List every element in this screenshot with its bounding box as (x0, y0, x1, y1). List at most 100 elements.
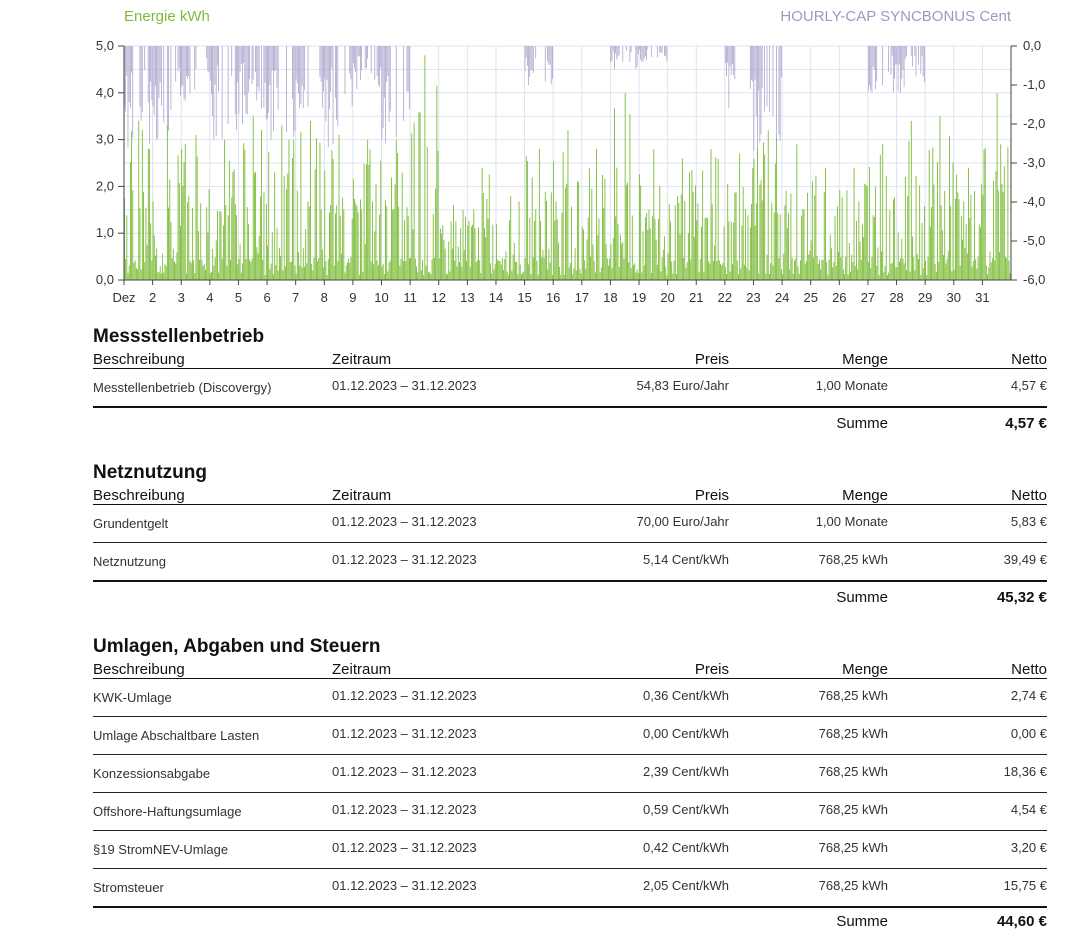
bonus-bar (921, 46, 923, 57)
energy-bar (608, 265, 609, 280)
energy-bar (776, 138, 778, 280)
x-tick-label: 22 (718, 290, 732, 305)
bonus-bar (231, 46, 233, 77)
energy-bar (205, 269, 206, 280)
sum-row: Summe 45,32 € (93, 582, 1047, 612)
right-tick-label: -6,0 (1023, 272, 1045, 287)
energy-bar (274, 172, 276, 280)
bonus-bar (335, 46, 336, 98)
energy-bar (506, 271, 508, 280)
col-preis-value: 54,83 Euro/Jahr (636, 378, 729, 393)
energy-bar (460, 228, 462, 280)
energy-bar (585, 268, 587, 280)
bonus-bar (730, 46, 732, 75)
energy-bar (226, 265, 228, 280)
col-netto-cell: 15,75 € (888, 868, 1047, 908)
energy-bar (749, 227, 751, 280)
energy-bar (319, 142, 321, 280)
energy-bar (965, 224, 967, 280)
x-tick-label: 4 (206, 290, 213, 305)
bonus-bar (170, 46, 172, 110)
energy-bar (135, 268, 137, 280)
energy-bar (598, 218, 600, 280)
energy-bar (482, 192, 484, 280)
header-beschreibung: Beschreibung (93, 659, 332, 679)
x-tick-label: 19 (632, 290, 646, 305)
bonus-bar (244, 46, 246, 96)
energy-bar (600, 267, 602, 280)
energy-bar (490, 263, 491, 280)
energy-bar (984, 147, 986, 280)
bonus-bar (728, 46, 730, 109)
energy-bar (352, 179, 354, 280)
energy-bar (617, 224, 619, 280)
bonus-bar (902, 46, 904, 71)
energy-bar (350, 256, 352, 280)
energy-bar (896, 267, 898, 280)
col-netto-cell: 39,49 € (888, 542, 1047, 582)
energy-bar (548, 248, 550, 280)
energy-bar (723, 226, 725, 280)
col-zeitraum-cell: 01.12.2023 – 31.12.2023 (332, 830, 532, 869)
energy-bar (445, 273, 447, 280)
energy-bar (960, 216, 962, 280)
bonus-bar (912, 46, 913, 67)
bonus-bar (304, 46, 305, 91)
energy-bar (182, 185, 184, 280)
energy-bar (398, 206, 400, 280)
energy-bar (1008, 260, 1010, 280)
energy-bar (208, 189, 210, 280)
energy-bar (218, 272, 220, 280)
bonus-bar (764, 46, 766, 112)
bonus-bar (387, 46, 389, 76)
bonus-bar (613, 46, 615, 70)
energy-bar (816, 256, 818, 280)
energy-bar (374, 231, 376, 280)
energy-bar (146, 244, 148, 280)
x-tick-label: 11 (403, 290, 417, 305)
energy-bar (251, 258, 253, 280)
energy-bar (660, 271, 662, 280)
energy-bar (416, 266, 417, 280)
energy-bar (464, 216, 466, 280)
bonus-bar (274, 46, 276, 71)
energy-bar (510, 195, 512, 280)
energy-bar (817, 263, 819, 280)
energy-bar (392, 209, 394, 280)
energy-bar (848, 243, 850, 280)
col-preis-cell: 0,36 Cent/kWh (532, 678, 729, 717)
energy-bar (298, 251, 299, 280)
energy-bar (947, 250, 949, 280)
bonus-bar (529, 46, 531, 77)
energy-bar (951, 271, 953, 280)
bonus-bar (637, 46, 639, 54)
energy-bar (920, 275, 922, 280)
bonus-bar (891, 46, 893, 56)
energy-bar (304, 266, 305, 280)
energy-bar (436, 85, 438, 280)
bonus-bar (336, 46, 338, 120)
energy-bar (695, 185, 696, 280)
energy-bar (748, 270, 750, 280)
energy-bar (677, 196, 679, 280)
bonus-bar (264, 46, 266, 83)
col-menge-cell: 768,25 kWh (729, 678, 888, 717)
bonus-bar (149, 46, 150, 144)
energy-bar (794, 260, 795, 280)
energy-bar (959, 265, 961, 280)
energy-bar (1002, 191, 1004, 280)
bonus-bar (251, 46, 253, 84)
bonus-bar (610, 46, 612, 63)
bonus-bar (535, 46, 537, 59)
sum-label: Summe (836, 414, 888, 432)
bonus-bar (526, 46, 528, 66)
energy-bar (536, 260, 538, 280)
x-tick-label: 16 (546, 290, 560, 305)
col-menge-cell: 768,25 kWh (729, 868, 888, 908)
energy-bar (904, 176, 906, 280)
energy-bar (356, 205, 358, 280)
energy-bar (401, 172, 403, 280)
energy-bar (895, 267, 897, 280)
energy-bar (362, 272, 364, 280)
energy-bar (963, 201, 965, 280)
